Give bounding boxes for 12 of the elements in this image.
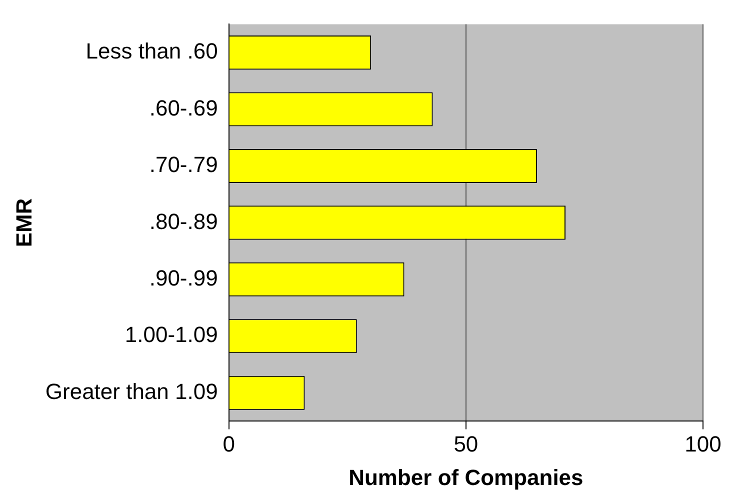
x-tick-label: 100 — [684, 431, 722, 456]
y-axis-title: EMR — [11, 198, 36, 248]
y-tick-label: .60-.69 — [149, 95, 218, 120]
y-tick-label: .90-.99 — [149, 265, 218, 290]
y-tick-label: Greater than 1.09 — [45, 378, 218, 404]
x-tick-label: 0 — [222, 431, 235, 456]
y-tick-label: .70-.79 — [149, 152, 218, 178]
y-tick-label: Less than .60 — [86, 38, 218, 64]
x-tick-label: 50 — [454, 431, 478, 456]
x-axis-title: Number of Companies — [348, 464, 584, 490]
y-tick-label: .80-.89 — [149, 208, 218, 234]
y-tick-label: 1.00-1.09 — [124, 322, 218, 348]
